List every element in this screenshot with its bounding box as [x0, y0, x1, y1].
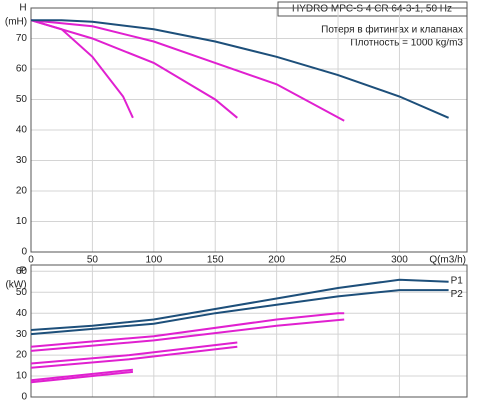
y-tick-label: 0	[21, 392, 27, 400]
chart-title: HYDRO MPC-S 4 CR 64-3-1, 50 Hz	[292, 4, 452, 15]
x-tick-label: 250	[330, 255, 347, 266]
legend-label: P2	[451, 289, 464, 300]
x-tick-label: 150	[207, 255, 224, 266]
x-tick-label: 100	[145, 255, 162, 266]
annotation: Плотность = 1000 kg/m3	[350, 38, 463, 49]
x-axis-label: Q(m3/h)	[429, 255, 466, 266]
y-axis-label: P	[20, 266, 27, 277]
y-axis-unit: (kW)	[5, 280, 26, 291]
y-tick-label: 30	[16, 329, 28, 340]
y-tick-label: 10	[16, 371, 28, 382]
curve	[30, 370, 134, 384]
y-tick-label: 60	[16, 64, 28, 75]
legend-label: P1	[451, 275, 464, 286]
y-tick-label: 50	[16, 94, 28, 105]
y-axis-label: H	[19, 3, 26, 14]
curve	[30, 19, 345, 122]
y-tick-label: 20	[16, 186, 28, 197]
plot-frame	[30, 7, 468, 253]
curve	[30, 368, 134, 382]
plot-frame	[30, 264, 468, 398]
curve	[30, 345, 238, 369]
y-tick-label: 40	[16, 308, 28, 319]
y-tick-label: 20	[16, 350, 28, 361]
y-tick-label: 0	[21, 247, 27, 258]
y-tick-label: 40	[16, 125, 28, 136]
x-tick-label: 0	[28, 255, 34, 266]
y-tick-label: 60	[16, 266, 28, 277]
y-tick-label: 70	[16, 33, 28, 44]
y-tick-label: 50	[16, 287, 28, 298]
curve	[30, 278, 449, 331]
y-tick-label: 30	[16, 155, 28, 166]
x-tick-label: 50	[87, 255, 99, 266]
x-tick-label: 200	[268, 255, 285, 266]
y-tick-label: 10	[16, 216, 28, 227]
annotation: Потеря в фитингах и клапанах	[321, 24, 463, 36]
curve	[31, 19, 449, 119]
curve	[30, 312, 345, 348]
curve	[30, 341, 238, 365]
curve	[30, 289, 449, 336]
y-axis-unit: (mH)	[5, 17, 27, 28]
curve	[30, 19, 238, 119]
x-tick-label: 300	[391, 255, 408, 266]
curve	[30, 318, 345, 352]
